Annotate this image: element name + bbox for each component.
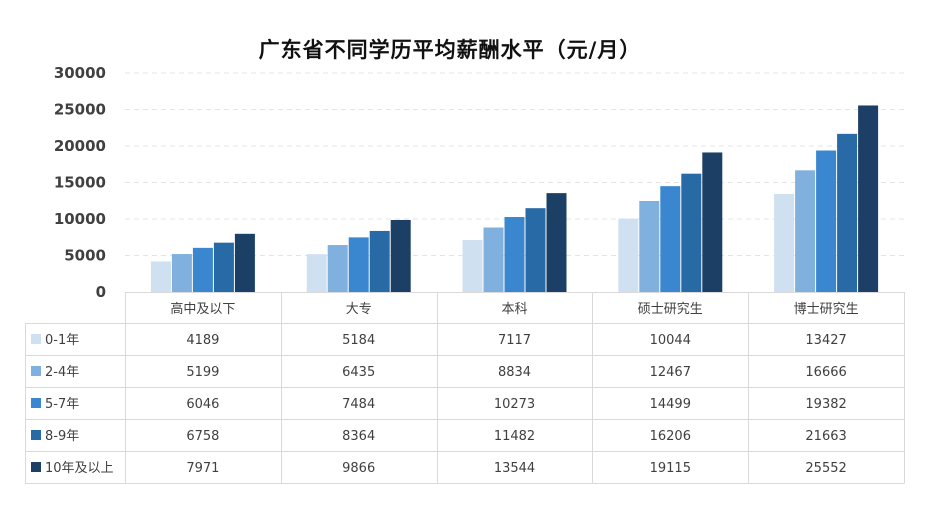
data-cell: 7484 (342, 397, 375, 412)
bar (702, 152, 723, 292)
data-cell: 8834 (498, 365, 531, 380)
y-tick-label: 25000 (54, 101, 106, 119)
data-cell: 6435 (342, 365, 375, 380)
bar (369, 230, 390, 292)
legend-key (31, 334, 41, 344)
data-cell: 12467 (650, 365, 691, 380)
bar (348, 237, 369, 292)
bar (546, 193, 567, 292)
bar (816, 150, 837, 292)
data-cell: 13544 (494, 461, 535, 476)
data-cell: 14499 (650, 397, 691, 412)
series-name: 8-9年 (45, 429, 79, 444)
bar (483, 227, 504, 292)
bar (306, 254, 327, 292)
legend-key (31, 398, 41, 408)
data-cell: 21663 (805, 429, 846, 444)
category-label: 博士研究生 (794, 302, 859, 317)
bar (390, 219, 411, 292)
data-cell: 4189 (186, 333, 219, 348)
legend-key (31, 366, 41, 376)
data-cell: 13427 (805, 333, 846, 348)
series-name: 10年及以上 (45, 461, 114, 476)
bar (327, 245, 348, 292)
y-tick-label: 10000 (54, 210, 106, 228)
category-label: 硕士研究生 (638, 302, 703, 317)
data-cell: 7971 (186, 461, 219, 476)
data-table: 高中及以下 大专 本科 硕士研究生 博士研究生 0-1年 4189 5184 7117 10044… (25, 292, 905, 484)
series-name: 5-7年 (45, 397, 79, 412)
bar (150, 261, 171, 292)
legend-key (31, 430, 41, 440)
bar (171, 254, 192, 292)
y-tick-label: 20000 (54, 137, 106, 155)
bar (462, 240, 483, 292)
data-cell: 5184 (342, 333, 375, 348)
data-cell: 25552 (805, 461, 846, 476)
data-cell: 16206 (650, 429, 691, 444)
bar (639, 200, 660, 292)
y-tick-label: 0 (96, 283, 106, 301)
data-cell: 19382 (805, 397, 846, 412)
data-cell: 8364 (342, 429, 375, 444)
series-name: 0-1年 (45, 333, 79, 348)
data-cell: 16666 (805, 365, 846, 380)
bar (858, 105, 879, 292)
bar (618, 218, 639, 292)
series-name: 2-4年 (45, 365, 79, 380)
data-cell: 19115 (650, 461, 691, 476)
data-cell: 6758 (186, 429, 219, 444)
data-cell: 11482 (494, 429, 535, 444)
bar (192, 247, 213, 292)
bar (504, 217, 525, 292)
bar (837, 133, 858, 292)
y-tick-label: 5000 (64, 247, 106, 265)
legend-key (31, 462, 41, 472)
bar (795, 170, 816, 292)
category-label: 高中及以下 (170, 301, 235, 317)
bar (660, 186, 681, 292)
bar (234, 233, 255, 292)
data-cell: 5199 (186, 365, 219, 380)
bar (525, 208, 546, 292)
category-label: 本科 (501, 302, 527, 317)
data-cell: 9866 (342, 461, 375, 476)
data-cell: 6046 (186, 397, 219, 412)
y-tick-label: 15000 (54, 174, 106, 192)
bars (150, 105, 879, 292)
bar (774, 193, 795, 292)
bar (681, 173, 702, 292)
data-cell: 10273 (494, 397, 535, 412)
y-axis-ticks: 0 5000 10000 15000 20000 25000 30000 (54, 64, 106, 301)
chart-title: 广东省不同学历平均薪酬水平（元/月） (258, 38, 642, 62)
bar (213, 242, 234, 292)
data-cell: 7117 (498, 333, 531, 348)
category-label: 大专 (346, 302, 372, 317)
y-tick-label: 30000 (54, 64, 106, 82)
data-cell: 10044 (650, 333, 691, 348)
